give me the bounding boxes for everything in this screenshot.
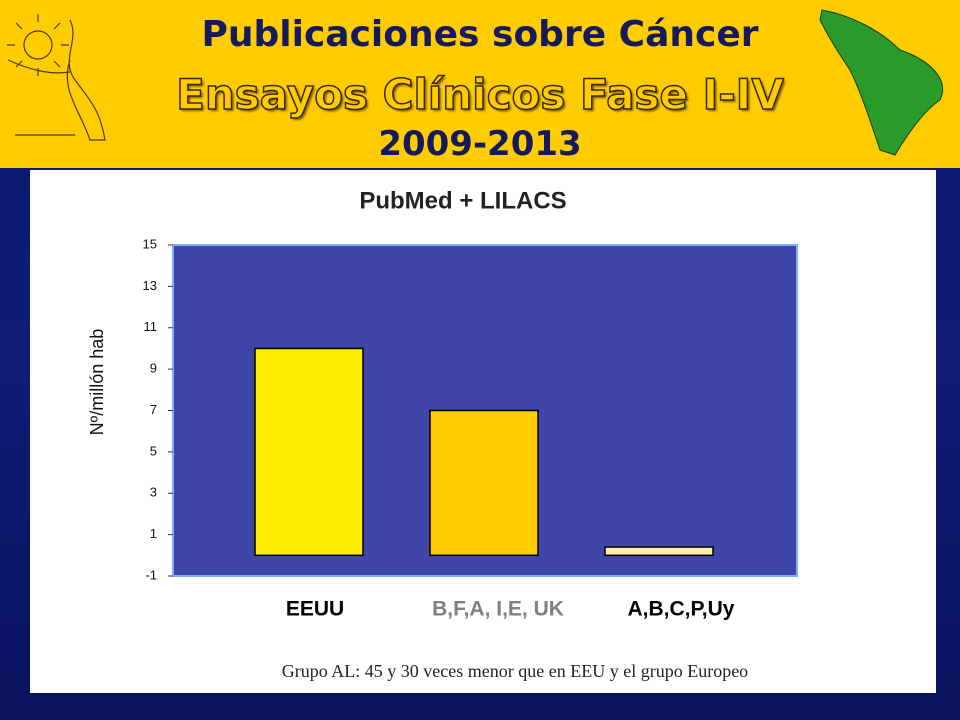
title-line: Ensayos Clínicos Fase I-IV — [175, 69, 784, 120]
y-tick-label: 5 — [150, 443, 157, 458]
chart-title: PubMed + LILACS — [359, 187, 566, 214]
y-tick-label: 1 — [150, 526, 157, 541]
y-tick-label: -1 — [145, 567, 157, 582]
header: Publicaciones sobre Cáncer Ensayos Clíni… — [0, 0, 960, 168]
y-tick-label: 7 — [150, 402, 157, 417]
y-tick-label: 11 — [144, 319, 158, 334]
bar — [254, 347, 364, 557]
chart: PubMed + LILACS Nº/millón hab Grupo AL: … — [30, 170, 936, 693]
footnote: Grupo AL: 45 y 30 veces menor que en EEU… — [282, 661, 748, 681]
y-tick-label: 13 — [143, 278, 157, 293]
y-tick-label: 3 — [150, 485, 157, 500]
header-art — [7, 9, 944, 156]
title-line: Publicaciones sobre Cáncer — [201, 14, 759, 55]
bar — [604, 546, 714, 557]
y-tick-label: 15 — [143, 236, 157, 251]
y-axis-label: Nº/millón hab — [87, 329, 107, 436]
bar — [429, 409, 539, 557]
x-tick-label: B,F,A, I,E, UK — [432, 598, 564, 621]
y-tick-label: 9 — [150, 361, 157, 376]
title-line: 2009-2013 — [378, 124, 582, 164]
x-tick-label: EEUU — [286, 598, 344, 621]
x-tick-label: A,B,C,P,Uy — [628, 598, 735, 621]
